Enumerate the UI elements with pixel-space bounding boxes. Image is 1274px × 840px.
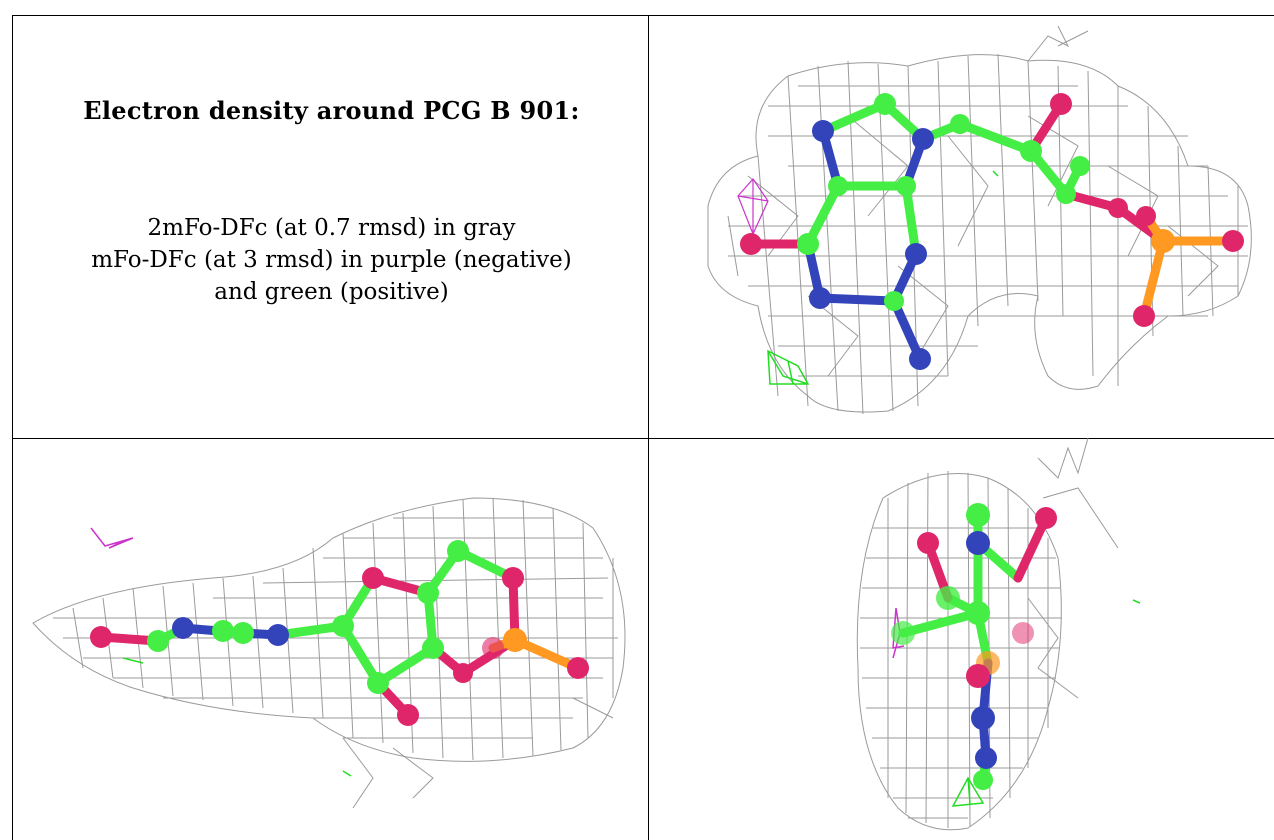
- density-view-side: [12, 438, 649, 840]
- molecule-atoms: [90, 540, 589, 726]
- figure-grid: Electron density around PCG B 901: 2mFo-…: [12, 15, 1274, 840]
- grid-divider: [12, 438, 1274, 439]
- density-mesh-gray: [856, 438, 1119, 831]
- difference-density-negative: [737, 178, 769, 236]
- difference-density-positive: [767, 170, 999, 385]
- molecule-render-side: [32, 497, 626, 809]
- density-view-face: [648, 15, 1274, 439]
- legend-line-colors: and green (positive): [214, 279, 449, 305]
- molecule-render-face: [707, 25, 1252, 415]
- difference-density-negative: [90, 527, 134, 549]
- molecule-render-end: [856, 438, 1141, 831]
- legend-line-2fofc: 2mFo-DFc (at 0.7 rmsd) in gray: [147, 215, 516, 241]
- molecule-atoms: [891, 503, 1057, 790]
- legend-line-fofc: mFo-DFc (at 3 rmsd) in purple (negative): [91, 247, 572, 273]
- caption-panel: Electron density around PCG B 901: 2mFo-…: [12, 15, 649, 439]
- molecule-atoms: [740, 93, 1244, 370]
- density-mesh-gray: [707, 25, 1252, 415]
- panel-title: Electron density around PCG B 901:: [83, 96, 580, 125]
- difference-density-positive: [951, 599, 1141, 807]
- density-view-end: [648, 438, 1274, 840]
- difference-density-positive: [122, 657, 352, 777]
- legend: 2mFo-DFc (at 0.7 rmsd) in gray mFo-DFc (…: [13, 212, 648, 308]
